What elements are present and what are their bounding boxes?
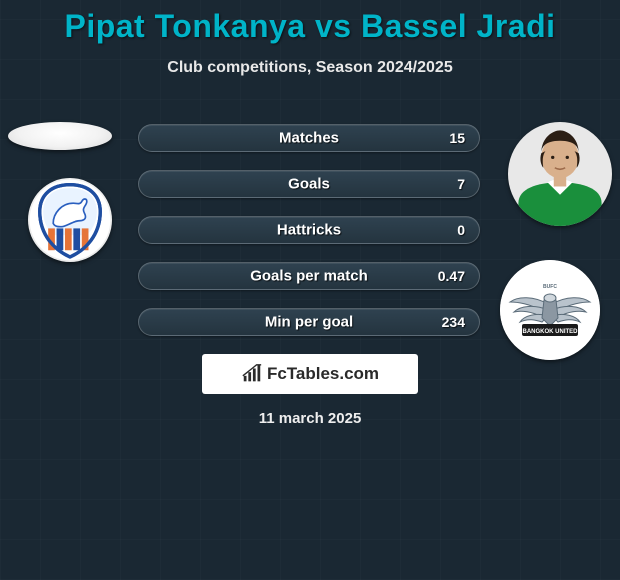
- stat-label: Min per goal: [265, 314, 353, 331]
- horse-shield-icon: [28, 178, 112, 262]
- stat-row: Min per goal 234: [138, 308, 480, 336]
- svg-text:BUFC: BUFC: [543, 284, 557, 290]
- brand-text: FcTables.com: [267, 364, 379, 384]
- club-logo-right: BANGKOK UNITED BUFC: [500, 260, 600, 360]
- player-portrait-icon: [508, 122, 612, 226]
- stat-row: Matches 15: [138, 124, 480, 152]
- page-title: Pipat Tonkanya vs Bassel Jradi: [0, 0, 620, 45]
- chart-bars-icon: [241, 363, 263, 385]
- stat-row: Goals 7: [138, 170, 480, 198]
- stats-list: Matches 15 Goals 7 Hattricks 0 Goals per…: [138, 124, 480, 354]
- club-logo-right-label: BANGKOK UNITED: [523, 329, 579, 335]
- stat-label: Goals: [288, 176, 330, 193]
- date-label: 11 march 2025: [0, 410, 620, 427]
- player-avatar-right: [508, 122, 612, 226]
- player-avatar-left: [8, 122, 112, 150]
- stat-label: Matches: [279, 130, 339, 147]
- stat-value-right: 7: [457, 176, 465, 192]
- stat-row: Hattricks 0: [138, 216, 480, 244]
- stat-label: Goals per match: [250, 268, 368, 285]
- stat-value-right: 0.47: [438, 268, 465, 284]
- stat-value-right: 234: [442, 314, 465, 330]
- club-logo-left: [28, 178, 112, 262]
- stat-row: Goals per match 0.47: [138, 262, 480, 290]
- wings-badge-icon: BANGKOK UNITED BUFC: [500, 260, 600, 360]
- stat-label: Hattricks: [277, 222, 341, 239]
- brand-badge: FcTables.com: [202, 354, 418, 394]
- stat-value-right: 0: [457, 222, 465, 238]
- stat-value-right: 15: [449, 130, 465, 146]
- subtitle: Club competitions, Season 2024/2025: [0, 59, 620, 77]
